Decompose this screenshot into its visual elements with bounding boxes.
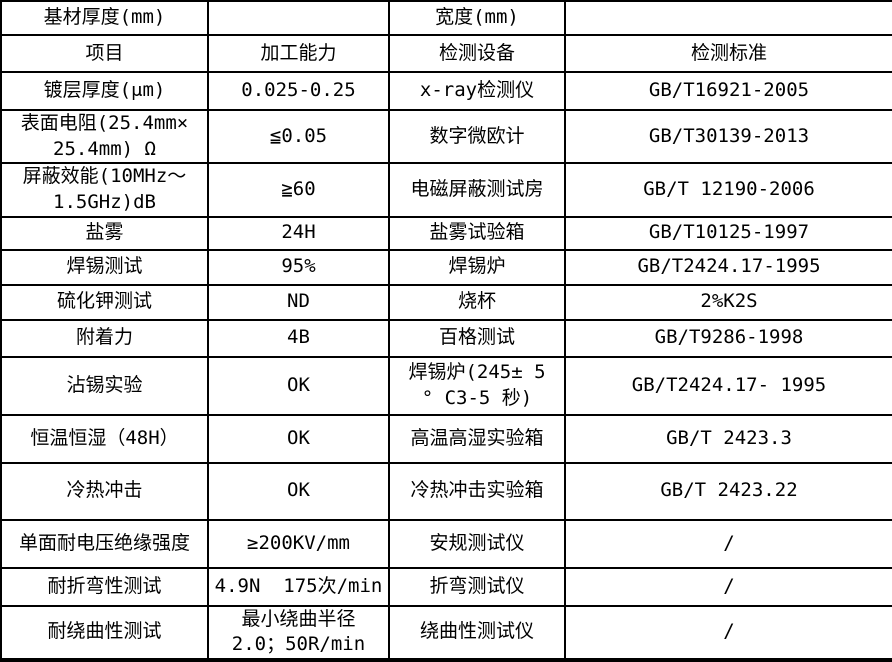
table-cell: 焊锡测试 xyxy=(0,248,209,286)
table-cell: 盐雾 xyxy=(0,215,209,251)
table-cell: OK xyxy=(207,461,390,521)
table-cell: 单面耐电压绝缘强度 xyxy=(0,518,209,569)
table-cell: ≧60 xyxy=(207,162,390,218)
table-cell: GB/T30139-2013 xyxy=(564,108,892,165)
table-cell: OK xyxy=(207,355,390,416)
table-row-tinning-test: 沾锡实验 OK 焊锡炉(245± 5 ° C3-5 秒) GB/T2424.17… xyxy=(0,355,892,416)
table-cell: 盐雾试验箱 xyxy=(388,215,566,251)
table-cell: 沾锡实验 xyxy=(0,355,209,416)
table-cell xyxy=(207,0,390,36)
table-cell: x-ray检测仪 xyxy=(388,71,566,111)
table-cell: 焊锡炉 xyxy=(388,248,566,286)
table-cell: 2%K2S xyxy=(564,283,892,321)
table-cell: GB/T9286-1998 xyxy=(564,318,892,358)
table-cell: 镀层厚度(μm) xyxy=(0,71,209,111)
table-cell: 恒温恒湿（48H） xyxy=(0,413,209,464)
table-cell: GB/T 2423.22 xyxy=(564,461,892,521)
table-cell: 冷热冲击 xyxy=(0,461,209,521)
table-row-adhesion: 附着力 4B 百格测试 GB/T9286-1998 xyxy=(0,318,892,358)
table-row-constant-temp-humidity: 恒温恒湿（48H） OK 高温高湿实验箱 GB/T 2423.3 xyxy=(0,413,892,464)
table-cell: 屏蔽效能(10MHz～ 1.5GHz)dB xyxy=(0,162,209,218)
table-cell: GB/T10125-1997 xyxy=(564,215,892,251)
table-cell: 耐折弯性测试 xyxy=(0,566,209,607)
table-cell: OK xyxy=(207,413,390,464)
table-cell: 0.025-0.25 xyxy=(207,71,390,111)
table-row-coating-thickness: 镀层厚度(μm) 0.025-0.25 x-ray检测仪 GB/T16921-2… xyxy=(0,71,892,111)
table-cell: 安规测试仪 xyxy=(388,518,566,569)
table-row-base-thickness: 基材厚度(mm) 宽度(mm) xyxy=(0,0,892,36)
table-cell: / xyxy=(564,518,892,569)
table-cell: 电磁屏蔽测试房 xyxy=(388,162,566,218)
table-cell: 4.9N 175次/min xyxy=(207,566,390,607)
table-cell: ≥200KV/mm xyxy=(207,518,390,569)
column-header-standard: 检测标准 xyxy=(564,34,892,73)
table-row-thermal-shock: 冷热冲击 OK 冷热冲击实验箱 GB/T 2423.22 xyxy=(0,461,892,521)
column-header-capability: 加工能力 xyxy=(207,34,390,73)
table-cell: 附着力 xyxy=(0,318,209,358)
table-row-flexing-resistance: 耐绕曲性测试 最小绕曲半径 2.0；50R/min 绕曲性测试仪 / xyxy=(0,604,892,661)
table-cell xyxy=(564,0,892,36)
table-row-soldering-test: 焊锡测试 95% 焊锡炉 GB/T2424.17-1995 xyxy=(0,248,892,286)
column-header-item: 项目 xyxy=(0,34,209,73)
table-cell: ≦0.05 xyxy=(207,108,390,165)
table-row-potassium-sulfide-test: 硫化钾测试 ND 烧杯 2%K2S xyxy=(0,283,892,321)
table-cell: GB/T 2423.3 xyxy=(564,413,892,464)
table-cell: 数字微欧计 xyxy=(388,108,566,165)
table-cell: 高温高湿实验箱 xyxy=(388,413,566,464)
table-cell: 宽度(mm) xyxy=(388,0,566,36)
table-cell: 95% xyxy=(207,248,390,286)
table-row-surface-resistance: 表面电阻(25.4mm× 25.4mm) Ω ≦0.05 数字微欧计 GB/T3… xyxy=(0,108,892,165)
table-cell: 烧杯 xyxy=(388,283,566,321)
table-cell: 最小绕曲半径 2.0；50R/min xyxy=(207,604,390,661)
table-row-withstand-voltage: 单面耐电压绝缘强度 ≥200KV/mm 安规测试仪 / xyxy=(0,518,892,569)
table-cell: 4B xyxy=(207,318,390,358)
table-cell: 基材厚度(mm) xyxy=(0,0,209,36)
table-cell: 焊锡炉(245± 5 ° C3-5 秒) xyxy=(388,355,566,416)
table-cell: 表面电阻(25.4mm× 25.4mm) Ω xyxy=(0,108,209,165)
table-cell: 折弯测试仪 xyxy=(388,566,566,607)
table-cell: GB/T2424.17- 1995 xyxy=(564,355,892,416)
table-cell: 绕曲性测试仪 xyxy=(388,604,566,661)
table-row-salt-spray: 盐雾 24H 盐雾试验箱 GB/T10125-1997 xyxy=(0,215,892,251)
table-cell: / xyxy=(564,604,892,661)
table-cell: / xyxy=(564,566,892,607)
table-cell: ND xyxy=(207,283,390,321)
table-cell: GB/T2424.17-1995 xyxy=(564,248,892,286)
table-cell: 耐绕曲性测试 xyxy=(0,604,209,661)
table-row-bending-resistance: 耐折弯性测试 4.9N 175次/min 折弯测试仪 / xyxy=(0,566,892,607)
table-row-column-headers: 项目 加工能力 检测设备 检测标准 xyxy=(0,34,892,73)
table-cell: 24H xyxy=(207,215,390,251)
table-row-shielding-effectiveness: 屏蔽效能(10MHz～ 1.5GHz)dB ≧60 电磁屏蔽测试房 GB/T 1… xyxy=(0,162,892,218)
table-cell: 百格测试 xyxy=(388,318,566,358)
table-cell: 冷热冲击实验箱 xyxy=(388,461,566,521)
column-header-equipment: 检测设备 xyxy=(388,34,566,73)
table-cell: GB/T16921-2005 xyxy=(564,71,892,111)
table-cell: 硫化钾测试 xyxy=(0,283,209,321)
table-cell: GB/T 12190-2006 xyxy=(564,162,892,218)
